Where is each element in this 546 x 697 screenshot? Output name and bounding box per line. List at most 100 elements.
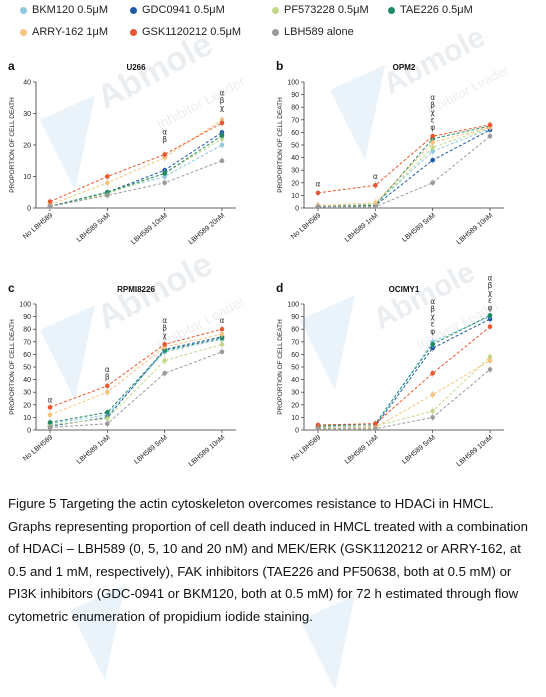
- y-tick-label: 20: [291, 402, 299, 409]
- panel-letter: d: [276, 281, 283, 295]
- data-point: [105, 410, 110, 415]
- y-tick-label: 90: [291, 314, 299, 321]
- data-point: [487, 313, 493, 318]
- y-tick-label: 10: [291, 193, 299, 200]
- data-point: [430, 371, 435, 376]
- data-point: [47, 425, 53, 430]
- data-point: [105, 383, 110, 389]
- data-point: [219, 133, 225, 138]
- series-line: [317, 126, 491, 206]
- legend-label: LBH589 alone: [284, 26, 354, 38]
- series-line: [49, 119, 223, 206]
- y-tick-label: 100: [19, 302, 31, 309]
- y-tick-label: 90: [23, 314, 31, 321]
- data-point: [47, 412, 53, 418]
- x-tick-label: LBH589 10nM: [187, 434, 226, 468]
- legend-swatch: [388, 6, 395, 14]
- series-line: [49, 328, 223, 408]
- x-tick-label: LBH589 5nM: [76, 212, 112, 244]
- y-tick-label: 10: [23, 415, 31, 422]
- y-axis-label: PROPORTION OF CELL DEATH: [9, 319, 16, 415]
- data-point: [430, 392, 435, 398]
- series-line: [49, 122, 223, 203]
- data-point: [47, 405, 53, 410]
- x-tick-label: LBH589 5nM: [401, 212, 437, 244]
- y-tick-label: 50: [23, 365, 31, 372]
- data-point: [47, 199, 53, 204]
- data-point: [105, 180, 110, 186]
- y-tick-label: 0: [27, 428, 31, 435]
- series-line: [49, 333, 223, 416]
- data-point: [430, 133, 435, 139]
- data-point: [487, 354, 493, 360]
- y-tick-label: 80: [291, 327, 299, 334]
- panel-letter: a: [8, 59, 15, 73]
- y-tick-label: 30: [23, 111, 31, 118]
- data-point: [315, 426, 321, 432]
- series-line: [49, 343, 223, 426]
- x-tick-label: LBH589 1nM: [344, 434, 380, 466]
- y-tick-label: 40: [291, 377, 299, 384]
- legend-swatch: [130, 28, 137, 36]
- x-tick-label: No LBH589: [290, 212, 322, 241]
- data-point: [162, 152, 167, 157]
- y-tick-label: 80: [23, 327, 31, 334]
- significance-annotation: α: [373, 172, 378, 181]
- data-point: [430, 342, 435, 347]
- y-tick-label: 70: [291, 117, 299, 124]
- y-tick-label: 10: [23, 174, 31, 181]
- y-tick-label: 100: [287, 80, 299, 87]
- legend-swatch: [272, 28, 279, 36]
- series-line: [317, 124, 491, 194]
- series-line: [49, 144, 223, 207]
- y-tick-label: 30: [291, 168, 299, 175]
- series-line: [317, 316, 491, 427]
- x-tick-label: LBH589 5nM: [133, 434, 169, 466]
- y-tick-label: 40: [23, 80, 31, 87]
- y-tick-label: 40: [291, 155, 299, 162]
- significance-annotation: α: [316, 180, 321, 189]
- data-point: [430, 415, 435, 420]
- legend-swatch: [20, 28, 27, 36]
- data-point: [162, 358, 167, 363]
- data-point: [219, 349, 225, 355]
- data-point: [373, 421, 378, 426]
- chart-title: OPM2: [393, 63, 416, 72]
- y-tick-label: 20: [291, 180, 299, 187]
- data-point: [105, 174, 110, 179]
- data-point: [162, 371, 167, 376]
- y-tick-label: 0: [295, 428, 299, 435]
- legend-item: GSK1120212 0.5μM: [130, 26, 241, 38]
- data-point: [430, 157, 435, 163]
- y-tick-label: 90: [291, 92, 299, 99]
- data-point: [105, 389, 110, 395]
- data-point: [47, 204, 53, 209]
- x-tick-label: LBH589 10nM: [455, 212, 494, 246]
- legend-label: GSK1120212 0.5μM: [142, 26, 242, 38]
- chart-title: OCIMY1: [389, 285, 420, 294]
- data-point: [487, 324, 493, 329]
- legend-label: GDC0941 0.5μM: [142, 4, 225, 16]
- series-line: [317, 356, 491, 428]
- series-line: [318, 369, 491, 430]
- y-tick-label: 60: [291, 352, 299, 359]
- data-point: [430, 408, 435, 414]
- series-line: [318, 135, 491, 208]
- y-axis-label: PROPORTION OF CELL DEATH: [277, 319, 284, 415]
- chart-legend: BKM120 0.5μM GDC0941 0.5μM PF573228 0.5μM T…: [10, 4, 540, 48]
- series-line: [317, 318, 491, 428]
- data-point: [315, 204, 321, 210]
- data-point: [219, 342, 225, 347]
- y-tick-label: 10: [291, 415, 299, 422]
- panel-b-opm2: b OPM2 0 10 20 30 40 50 60 70 80 90 100 PROPORTION OF…: [272, 54, 540, 264]
- legend-item: PF573228 0.5μM: [272, 4, 369, 16]
- chart-svg: b OPM2 0 10 20 30 40 50 60 70 80 90 100 PROPORTION OF…: [276, 59, 504, 246]
- data-point: [219, 326, 225, 332]
- legend-label: TAE226 0.5μM: [400, 4, 473, 16]
- x-tick-label: LBH589 10nM: [130, 212, 169, 246]
